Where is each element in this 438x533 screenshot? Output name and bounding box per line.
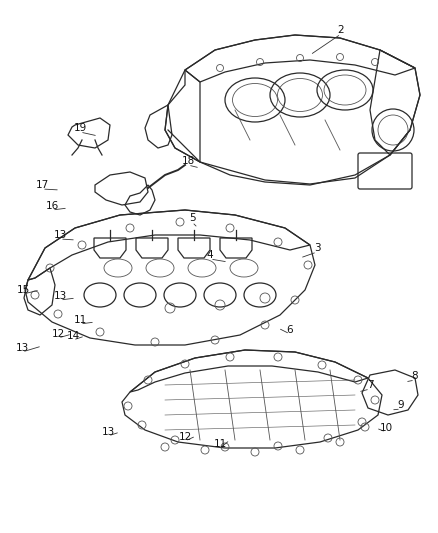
Text: 2: 2	[338, 25, 344, 35]
Text: 10: 10	[379, 423, 392, 433]
Text: 8: 8	[412, 371, 418, 381]
Text: 17: 17	[35, 180, 49, 190]
Text: 13: 13	[15, 343, 28, 353]
Text: 6: 6	[287, 325, 293, 335]
Text: 9: 9	[398, 400, 404, 410]
Text: 7: 7	[367, 380, 373, 390]
Text: 3: 3	[314, 243, 320, 253]
Text: 11: 11	[213, 439, 226, 449]
Text: 18: 18	[181, 156, 194, 166]
Text: 12: 12	[178, 432, 192, 442]
Text: 11: 11	[74, 315, 87, 325]
Text: 5: 5	[189, 213, 195, 223]
Text: 13: 13	[53, 291, 67, 301]
Text: 15: 15	[16, 285, 30, 295]
Text: 14: 14	[67, 331, 80, 341]
Text: 16: 16	[46, 201, 59, 211]
Text: 4: 4	[207, 250, 213, 260]
Text: 13: 13	[101, 427, 115, 437]
Text: 12: 12	[51, 329, 65, 339]
Text: 19: 19	[74, 123, 87, 133]
Text: 13: 13	[53, 230, 67, 240]
